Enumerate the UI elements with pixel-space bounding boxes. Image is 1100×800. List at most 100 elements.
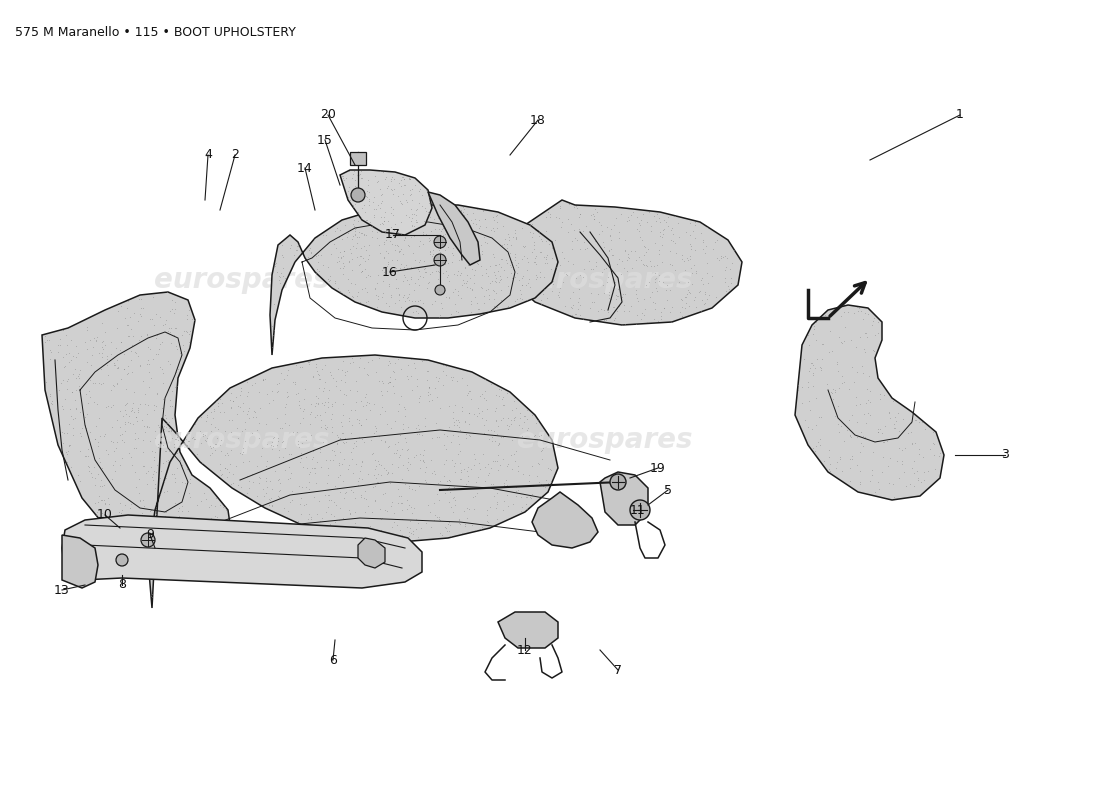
Point bbox=[114, 409, 132, 422]
Point bbox=[321, 454, 339, 466]
Point bbox=[459, 474, 476, 487]
Point bbox=[350, 471, 367, 484]
Point bbox=[654, 276, 672, 289]
Point bbox=[154, 456, 172, 469]
Point bbox=[396, 270, 414, 283]
Point bbox=[903, 437, 921, 450]
Point bbox=[547, 210, 564, 223]
Point bbox=[169, 505, 187, 518]
Point bbox=[190, 529, 208, 542]
Point bbox=[925, 438, 943, 450]
Point bbox=[297, 433, 315, 446]
Point bbox=[824, 393, 842, 406]
Point bbox=[385, 182, 403, 195]
Point bbox=[280, 447, 298, 460]
Point bbox=[427, 265, 444, 278]
Point bbox=[499, 411, 517, 424]
Point bbox=[197, 434, 215, 447]
Point bbox=[119, 519, 136, 532]
Point bbox=[120, 446, 138, 459]
Point bbox=[488, 498, 506, 510]
Point bbox=[492, 430, 509, 443]
Point bbox=[426, 382, 443, 394]
Point bbox=[807, 418, 825, 431]
Text: 575 M Maranello • 115 • BOOT UPHOLSTERY: 575 M Maranello • 115 • BOOT UPHOLSTERY bbox=[15, 26, 296, 38]
Point bbox=[248, 490, 265, 502]
Point bbox=[464, 284, 482, 297]
Point bbox=[372, 165, 389, 178]
Point bbox=[606, 314, 624, 326]
Point bbox=[166, 322, 184, 334]
Point bbox=[587, 260, 605, 273]
Point bbox=[117, 534, 134, 546]
Point bbox=[574, 313, 592, 326]
Point bbox=[392, 215, 409, 228]
Point bbox=[492, 414, 509, 426]
Point bbox=[253, 442, 271, 454]
Point bbox=[692, 274, 710, 286]
Point bbox=[656, 214, 673, 227]
Point bbox=[129, 350, 146, 362]
Point bbox=[627, 283, 645, 296]
Point bbox=[385, 446, 403, 459]
Point bbox=[211, 521, 229, 534]
Point bbox=[477, 394, 495, 406]
Point bbox=[279, 505, 297, 518]
Point bbox=[647, 303, 664, 316]
Point bbox=[275, 373, 293, 386]
Point bbox=[437, 265, 454, 278]
Point bbox=[417, 262, 434, 274]
Point bbox=[139, 354, 156, 366]
Point bbox=[626, 245, 644, 258]
Point bbox=[486, 301, 504, 314]
Point bbox=[856, 345, 873, 358]
Point bbox=[99, 399, 117, 412]
Point bbox=[129, 414, 146, 427]
Point bbox=[510, 274, 528, 286]
Point bbox=[462, 214, 480, 227]
Point bbox=[385, 209, 403, 222]
Point bbox=[593, 266, 611, 278]
Text: eurospares: eurospares bbox=[517, 266, 693, 294]
Point bbox=[543, 241, 561, 254]
Point bbox=[134, 302, 152, 314]
Point bbox=[440, 474, 458, 486]
Point bbox=[307, 410, 324, 423]
Point bbox=[70, 367, 88, 380]
Point bbox=[246, 376, 264, 389]
Point bbox=[352, 165, 370, 178]
Point bbox=[873, 466, 891, 478]
Point bbox=[600, 244, 617, 257]
Point bbox=[455, 482, 473, 494]
Point bbox=[568, 272, 585, 285]
Point bbox=[204, 441, 221, 454]
Point bbox=[518, 229, 536, 242]
Point bbox=[469, 257, 486, 270]
Point bbox=[396, 294, 414, 307]
Point bbox=[422, 520, 440, 533]
Point bbox=[455, 277, 473, 290]
Point bbox=[480, 283, 497, 296]
Point bbox=[379, 210, 397, 222]
Point bbox=[450, 513, 468, 526]
Point bbox=[356, 254, 374, 267]
Point bbox=[834, 376, 851, 389]
Point bbox=[135, 426, 153, 438]
Point bbox=[818, 378, 836, 390]
Point bbox=[932, 443, 949, 456]
Point bbox=[372, 384, 389, 397]
Point bbox=[175, 527, 192, 540]
Point bbox=[70, 371, 88, 384]
Point bbox=[156, 431, 174, 444]
Point bbox=[173, 329, 190, 342]
Point bbox=[60, 418, 78, 430]
Point bbox=[551, 202, 569, 215]
Point bbox=[495, 238, 513, 250]
Point bbox=[224, 395, 242, 408]
Point bbox=[351, 351, 369, 364]
Point bbox=[858, 416, 876, 429]
Point bbox=[378, 256, 396, 269]
Point bbox=[508, 260, 526, 273]
Point bbox=[571, 207, 588, 220]
Point bbox=[131, 358, 149, 371]
